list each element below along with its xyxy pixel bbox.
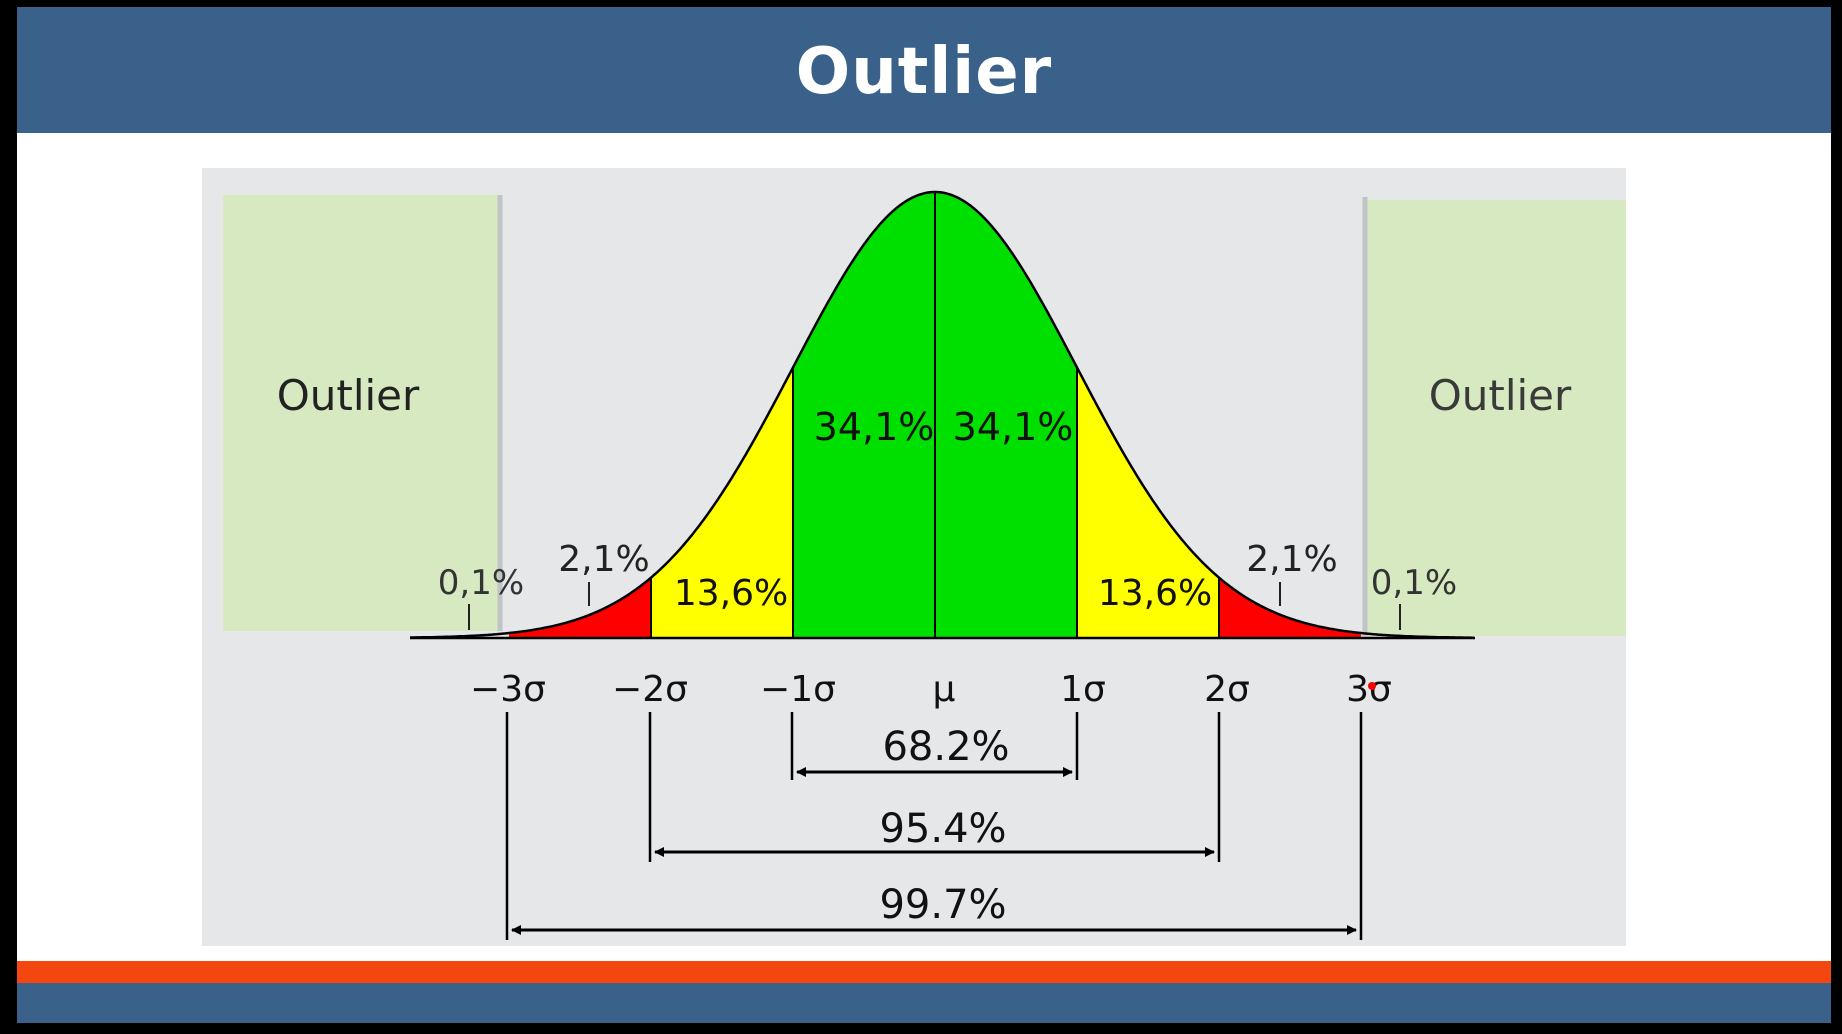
tick-minus-2-sigma: −2σ [612,669,688,710]
tick-minus-3-sigma: −3σ [470,669,546,710]
tick-minus-1-sigma: −1σ [760,669,836,710]
accent-bar [17,961,1831,983]
tick-3-sigma: 3σ [1346,669,1392,710]
footer-bar [17,983,1831,1023]
range-3-label: 99.7% [879,882,1006,928]
outlier-left-label: Outlier [277,371,420,420]
header-bar: Outlier [17,7,1831,133]
tick-2-sigma: 2σ [1204,669,1250,710]
range-2-label: 95.4% [879,806,1006,852]
normal-curve [410,190,1474,639]
label-right-tail-far: 0,1% [1371,563,1457,603]
label-left-green: 34,1% [814,405,935,449]
outlier-right-label: Outlier [1429,371,1572,420]
curve-regions [410,190,1474,639]
label-left-tail-far: 0,1% [438,563,524,603]
slide-title: Outlier [795,35,1053,109]
outlier-box-right [1365,200,1626,636]
tick-1-sigma: 1σ [1060,669,1106,710]
label-right-yellow: 13,6% [1098,573,1212,614]
label-right-green: 34,1% [953,405,1074,449]
tick-mu: μ [933,669,956,710]
label-right-tail: 2,1% [1246,539,1337,580]
label-left-tail: 2,1% [558,539,649,580]
red-dot-marker [1368,682,1376,690]
region-red-right [1219,577,1361,638]
region-red-left [509,577,651,638]
outlier-box-left [223,195,500,631]
label-left-yellow: 13,6% [674,573,788,614]
range-1-label: 68.2% [882,724,1009,770]
